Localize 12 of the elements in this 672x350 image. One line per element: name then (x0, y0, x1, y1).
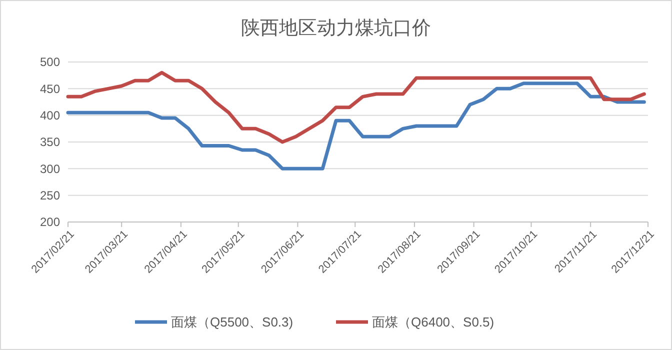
y-tick-label: 500 (40, 55, 60, 70)
legend-label: 面煤（Q5500、S0.3) (171, 314, 294, 330)
y-tick-label: 250 (40, 188, 60, 203)
y-tick-label: 300 (40, 162, 60, 176)
legend-label: 面煤（Q6400、S0.5) (372, 314, 494, 330)
line-series (66, 70, 646, 144)
y-tick-label: 200 (40, 215, 60, 230)
y-tick-label: 350 (40, 135, 60, 150)
y-tick-label: 450 (40, 82, 60, 96)
chart-title: 陕西地区动力煤坑口价 (241, 17, 431, 39)
y-tick-label: 400 (40, 108, 60, 123)
line-series (66, 82, 646, 170)
